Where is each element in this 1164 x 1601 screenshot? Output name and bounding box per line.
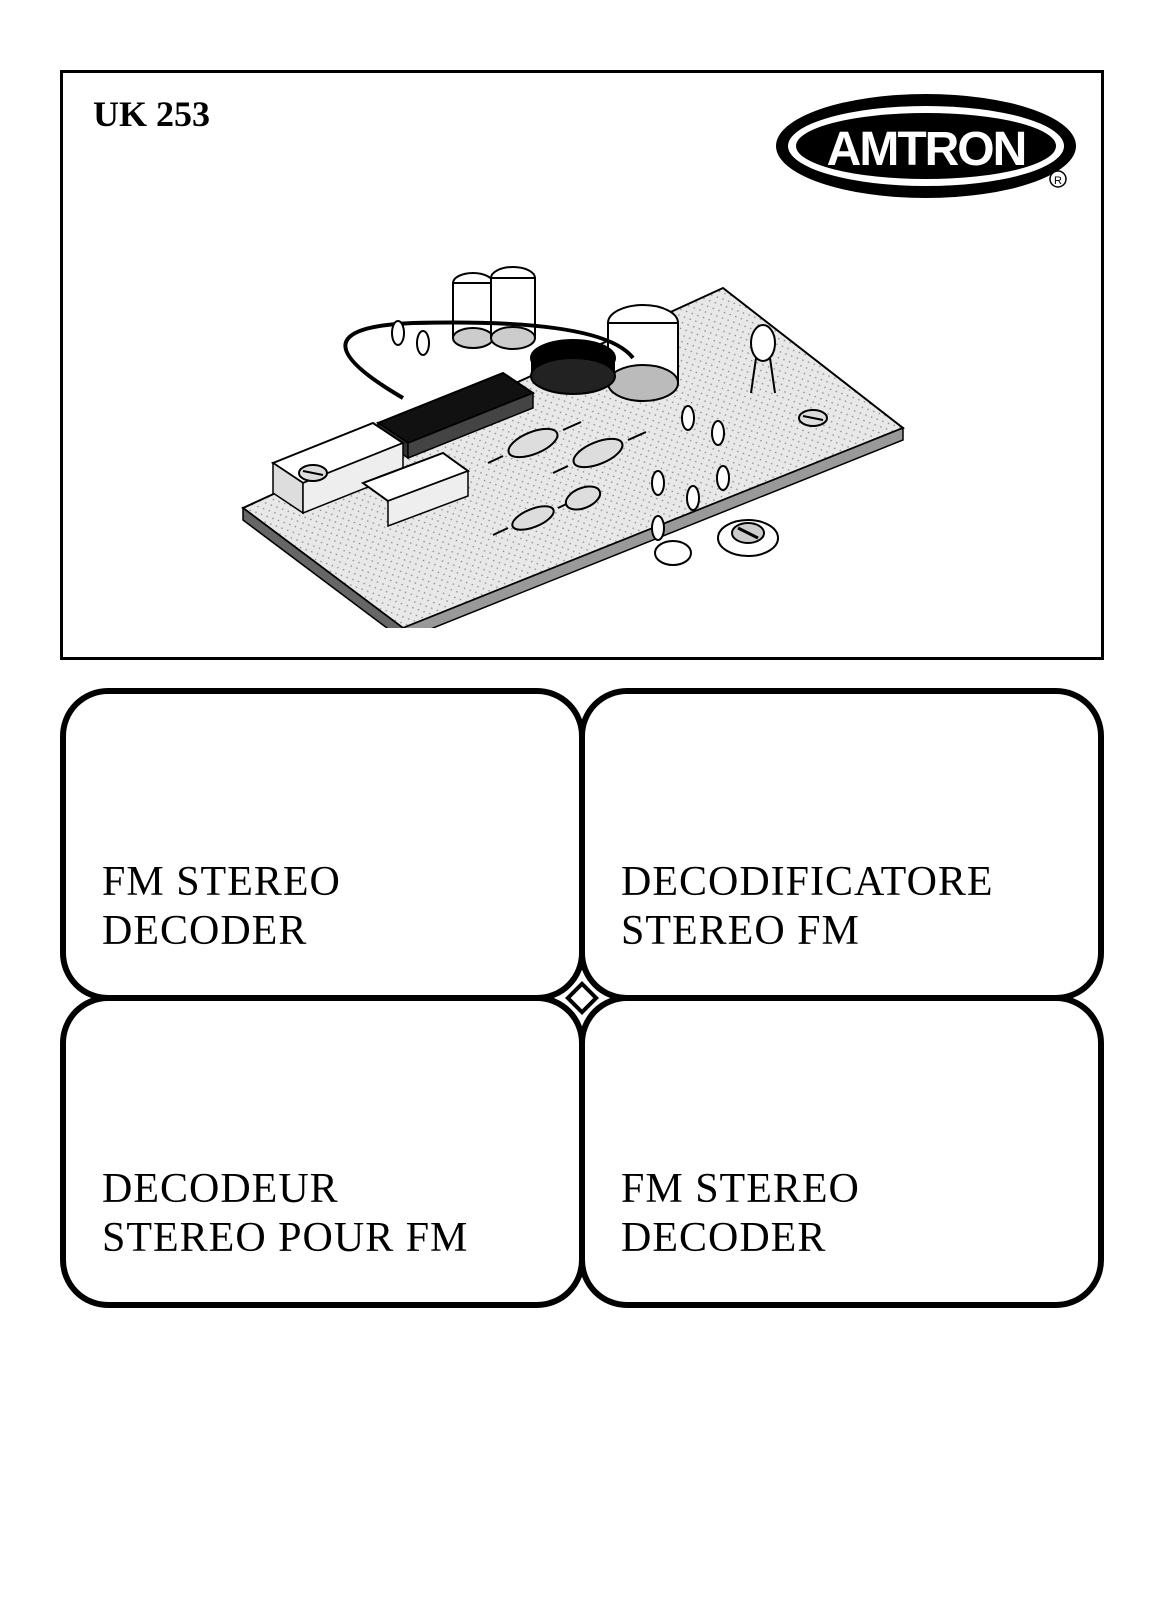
top-illustration-frame: UK 253 AMTRON R — [60, 70, 1104, 660]
label-text-italian: DECODIFICATORESTEREO FM — [621, 858, 994, 955]
circuit-board-illustration — [203, 228, 923, 628]
brand-logo: AMTRON R — [771, 89, 1081, 209]
svg-text:R: R — [1054, 175, 1062, 187]
model-number: UK 253 — [93, 93, 210, 135]
language-label-grid: FM STEREODECODER DECODIFICATORESTEREO FM… — [60, 688, 1104, 1308]
label-cell-english: FM STEREODECODER — [60, 688, 585, 1001]
label-cell-french: DECODEURSTEREO POUR FM — [60, 995, 585, 1308]
svg-text:AMTRON: AMTRON — [827, 123, 1026, 176]
label-text-german: FM STEREODECODER — [621, 1165, 860, 1262]
pcb-icon — [203, 228, 923, 628]
page: UK 253 AMTRON R — [60, 70, 1104, 1308]
label-cell-german: FM STEREODECODER — [579, 995, 1104, 1308]
label-text-english: FM STEREODECODER — [102, 858, 341, 955]
label-cell-italian: DECODIFICATORESTEREO FM — [579, 688, 1104, 1001]
label-text-french: DECODEURSTEREO POUR FM — [102, 1165, 468, 1262]
amtron-logo-icon: AMTRON R — [771, 89, 1081, 204]
